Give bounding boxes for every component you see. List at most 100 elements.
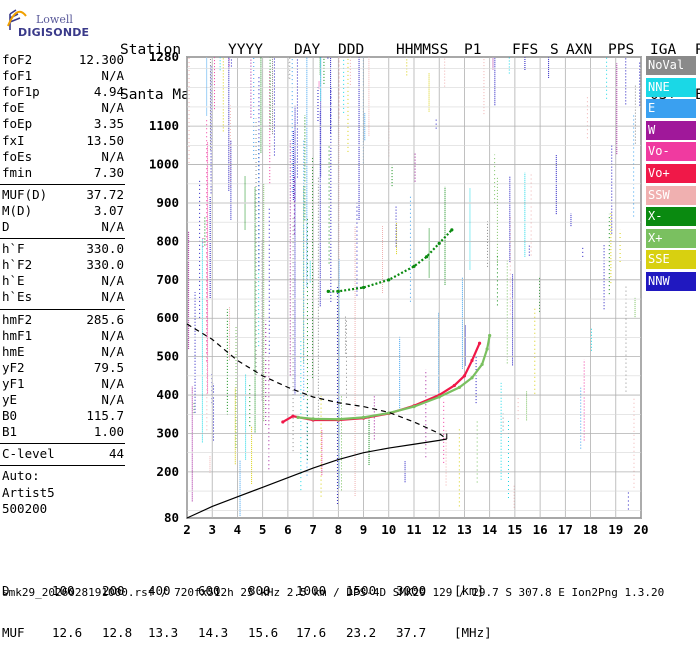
series-line <box>186 438 447 519</box>
x-tick-label: 8 <box>335 522 343 537</box>
param-row-b1: B1 1.00 <box>2 424 124 440</box>
file-info-footer: smk29_2026028191000.rsf / 720fx512h 25 k… <box>2 586 665 599</box>
x-tick-label: 5 <box>259 522 267 537</box>
distance-row: D 100 200 400 600 800 1000 1500 3000 [km] <box>2 584 522 598</box>
y-tick-label: 1000 <box>149 157 179 172</box>
series-3 <box>186 438 447 519</box>
param-row-fxi: fxI 13.50 <box>2 133 124 149</box>
param-row-yf2: yF2 79.5 <box>2 360 124 376</box>
param-label: h`Es <box>2 289 33 305</box>
data-point <box>336 417 340 421</box>
param-label: yF2 <box>2 359 25 375</box>
param-label: fmin <box>2 164 33 180</box>
data-point <box>450 228 454 232</box>
param-row-fmin: fmin 7.30 <box>2 165 124 181</box>
data-point <box>361 285 366 290</box>
data-point <box>311 417 315 421</box>
param-row-hmf2: hmF2 285.6 <box>2 312 124 328</box>
y-tick-label: 400 <box>156 387 179 402</box>
param-row-foe: foE N/A <box>2 100 124 116</box>
distance-cell-6: 1000 <box>296 583 327 598</box>
data-point <box>470 376 474 380</box>
data-point <box>412 264 416 268</box>
param-value: 3.35 <box>93 116 124 132</box>
x-tick-label: 14 <box>482 522 497 537</box>
param-value: N/A <box>101 100 124 116</box>
digisonde-logo: Lowell DIGISONDE <box>4 4 89 42</box>
param-label: B1 <box>2 424 18 440</box>
series-1 <box>296 333 492 421</box>
param-value: 4.94 <box>93 84 124 100</box>
param-separator <box>0 443 125 445</box>
param-row-hmf1: hmF1 N/A <box>2 328 124 344</box>
distance-cell-0: D <box>2 583 10 598</box>
param-value: 330.0 <box>86 241 124 257</box>
muf-cell-2: 12.8 <box>102 625 133 640</box>
param-row-foep: foEp 3.35 <box>2 116 124 132</box>
param-label: h`F <box>2 241 25 257</box>
param-label: hmF1 <box>2 327 33 343</box>
param-label: hmE <box>2 343 25 359</box>
data-point <box>452 383 456 388</box>
muf-cell-6: 17.6 <box>296 625 327 640</box>
param-row-he: h`E N/A <box>2 273 124 289</box>
param-row-hes: h`Es N/A <box>2 289 124 305</box>
y-tick-label: 300 <box>156 425 179 440</box>
param-label: foEp <box>2 116 33 132</box>
param-label: fxI <box>2 132 25 148</box>
param-value: 12.300 <box>78 52 124 67</box>
legend-vo-: Vo- <box>646 142 696 162</box>
logo-text-lowell: Lowell <box>36 13 73 26</box>
muf-cell-1: 12.6 <box>52 625 83 640</box>
param-label: C-level <box>2 446 55 462</box>
param-value: 79.5 <box>93 359 124 375</box>
y-tick-label: 700 <box>156 272 179 287</box>
data-point <box>477 341 482 345</box>
y-tick-label: 1100 <box>149 118 179 133</box>
antenna-arc-icon <box>7 9 27 30</box>
param-label: MUF(D) <box>2 186 48 202</box>
x-tick-label: 15 <box>507 522 522 537</box>
param-value: N/A <box>101 148 124 164</box>
series-2 <box>326 228 454 293</box>
ionogram-chart: 2 3 4 5 6 7 8 9 10 11 12 13 14 15 16 17 18 19 20 80 200 300 40… <box>149 49 649 537</box>
header-label-5: P1 <box>464 42 482 58</box>
param-separator <box>0 238 125 240</box>
header-row-labels: Station YYYY DAY DDD HHMMSS P1 FFS S AXN PPS IGA PS <box>120 43 700 58</box>
distance-cell-1: 100 <box>52 583 75 598</box>
data-point <box>281 420 285 424</box>
param-row-fof1: foF1 N/A <box>2 68 124 84</box>
x-tick-label: 7 <box>309 522 317 537</box>
header-label-10: IGA <box>650 42 677 58</box>
data-point <box>437 395 441 399</box>
param-row-md: M(D) 3.07 <box>2 203 124 219</box>
param-label: foEs <box>2 148 33 164</box>
legend-nnw: NNW <box>646 272 696 291</box>
data-point <box>437 241 441 245</box>
data-point <box>485 347 489 351</box>
param-label: hmF2 <box>2 311 33 327</box>
param-label: foF1p <box>2 84 40 100</box>
series-line <box>328 229 453 293</box>
param-value: N/A <box>101 68 124 84</box>
legend-sse: SSE <box>646 250 696 270</box>
header-label-4: HHMMSS <box>396 42 449 58</box>
param-value: 13.50 <box>86 132 124 148</box>
param-value: 7.30 <box>93 164 124 180</box>
param-value: 37.72 <box>86 186 124 202</box>
param-value: 285.6 <box>86 311 124 327</box>
distance-cell-7: 1500 <box>346 583 377 598</box>
param-value: N/A <box>101 327 124 343</box>
param-row-hf2: h`F2 330.0 <box>2 257 124 273</box>
param-row-hme: hmE N/A <box>2 344 124 360</box>
autoscale-info: Artist5 <box>2 484 55 500</box>
param-value: N/A <box>101 219 124 234</box>
param-value: 3.07 <box>93 202 124 218</box>
data-point <box>387 411 391 415</box>
distance-cell-8: 3000 <box>396 583 427 598</box>
y-tick-label: 1280 <box>149 49 179 64</box>
x-tick-label: 9 <box>360 522 368 537</box>
param-value: N/A <box>101 289 124 305</box>
param-separator <box>0 183 125 185</box>
x-tick-label: 20 <box>633 522 648 537</box>
